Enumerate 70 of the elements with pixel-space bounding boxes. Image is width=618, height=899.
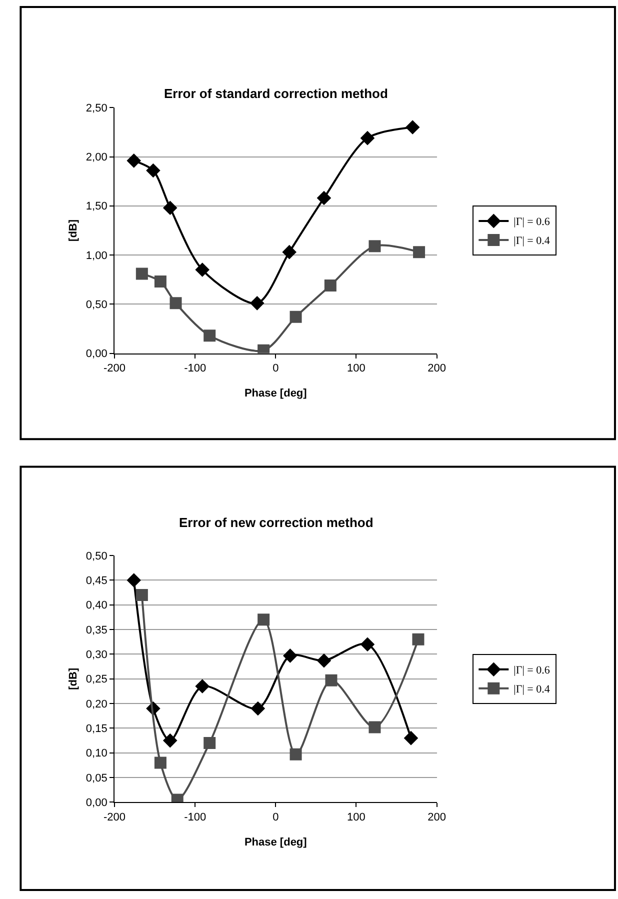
point: [204, 330, 216, 342]
point: [290, 748, 302, 760]
x-tick-label: 200: [428, 811, 446, 824]
legend-label: |Γ| = 0.6: [514, 664, 550, 677]
point: [324, 279, 336, 292]
y-tick-label: 2,50: [86, 102, 108, 114]
point: [368, 240, 381, 252]
chart-title: Error of new correction method: [179, 515, 374, 530]
point: [204, 737, 216, 750]
legend-label: |Γ| = 0.4: [514, 684, 550, 696]
point: [154, 276, 166, 288]
point: [290, 310, 302, 323]
point: [126, 154, 142, 168]
y-tick-label: 0,35: [86, 624, 108, 636]
point: [360, 637, 375, 652]
point: [404, 730, 418, 746]
point: [316, 653, 332, 668]
y-axis-title: [dB]: [68, 668, 80, 690]
point: [250, 296, 264, 310]
y-tick-label: 0,10: [86, 748, 108, 760]
y-tick-label: 0,50: [86, 550, 108, 562]
chart-title: Error of standard correction method: [164, 86, 388, 101]
x-tick-label: 100: [347, 811, 366, 824]
point: [162, 733, 178, 748]
y-axis-title: [dB]: [68, 219, 80, 242]
point: [405, 120, 420, 134]
point: [170, 297, 182, 310]
y-tick-label: 0,25: [86, 674, 108, 686]
y-tick-label: 0,00: [86, 797, 108, 810]
legend-label: |Γ| = 0.4: [514, 235, 550, 248]
legend-label: |Γ| = 0.6: [514, 216, 550, 228]
y-tick-label: 1,00: [86, 250, 108, 262]
x-tick-label: 0: [272, 811, 279, 824]
x-tick-label: -200: [104, 362, 126, 374]
y-tick-label: 0,40: [86, 600, 108, 612]
x-tick-label: -200: [104, 811, 126, 824]
point: [413, 246, 426, 258]
point: [154, 756, 166, 769]
point: [316, 190, 332, 206]
point: [258, 614, 270, 626]
y-tick-label: 0,15: [86, 723, 108, 736]
x-tick-label: 0: [272, 362, 279, 374]
y-tick-label: 1,50: [86, 200, 108, 213]
y-tick-label: 0,00: [86, 348, 108, 360]
x-tick-label: 100: [347, 362, 366, 374]
y-tick-label: 0,05: [86, 772, 108, 784]
point: [282, 244, 296, 260]
point: [136, 268, 148, 280]
point: [325, 674, 338, 686]
point: [360, 130, 375, 146]
point: [195, 262, 210, 277]
x-axis-title: Phase [deg]: [244, 388, 308, 400]
x-tick-label: 200: [428, 362, 446, 374]
point: [282, 648, 298, 663]
x-tick-label: -100: [184, 362, 206, 374]
point: [250, 701, 266, 716]
y-tick-label: 0,50: [86, 299, 108, 311]
x-axis-title: Phase [deg]: [244, 836, 308, 849]
y-tick-label: 2,00: [86, 152, 108, 164]
y-tick-label: 0,20: [86, 698, 108, 710]
point: [126, 573, 142, 588]
point: [368, 721, 381, 734]
y-tick-label: 0,45: [86, 575, 108, 588]
point: [146, 163, 160, 178]
point: [136, 589, 148, 602]
point: [162, 200, 178, 215]
point: [412, 633, 424, 646]
y-tick-label: 0,30: [86, 649, 108, 662]
point: [195, 679, 210, 694]
x-tick-label: -100: [184, 811, 206, 824]
